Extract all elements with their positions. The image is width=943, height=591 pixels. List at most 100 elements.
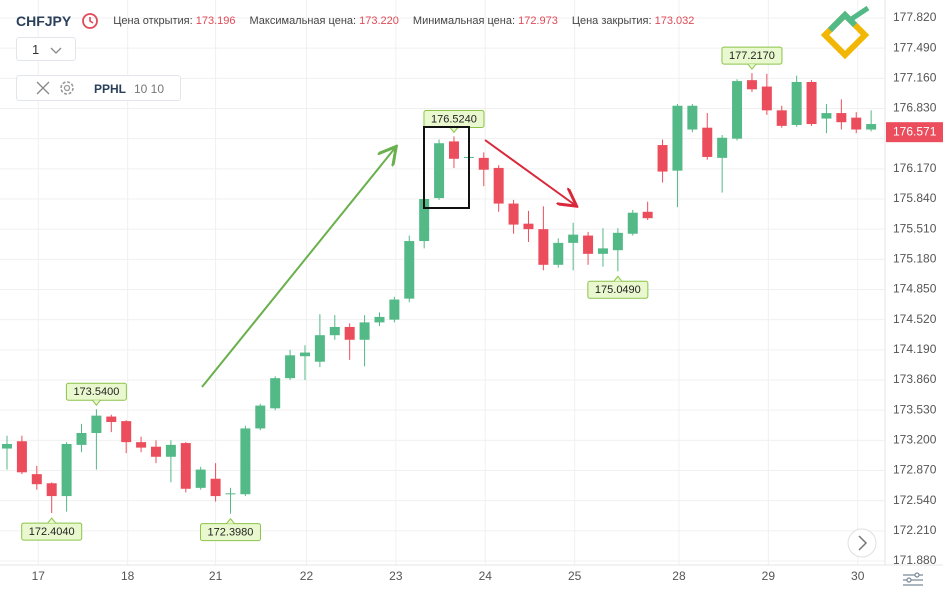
last-price-tag xyxy=(886,122,943,143)
candle-body xyxy=(225,493,236,495)
x-tick-label: 21 xyxy=(209,569,223,583)
candle-body xyxy=(344,326,355,340)
y-tick-label: 173.200 xyxy=(893,432,937,446)
candle-body xyxy=(285,355,296,379)
candle-body xyxy=(672,105,683,171)
last-price-label: 176.571 xyxy=(893,124,937,138)
y-tick-label: 177.160 xyxy=(893,71,937,85)
interval: 1 xyxy=(32,42,40,57)
candle-body xyxy=(314,335,325,362)
highlight-box xyxy=(423,126,470,209)
candle-body xyxy=(270,378,281,409)
field-value: 173.032 xyxy=(654,15,695,27)
x-tick-label: 30 xyxy=(851,569,865,583)
candle-body xyxy=(746,80,757,90)
ohlc-field: Минимальная цена: 172.973 xyxy=(413,15,558,27)
candle-body xyxy=(374,316,385,323)
candle-body xyxy=(195,469,206,488)
candle-body xyxy=(553,242,564,265)
settings-icon[interactable] xyxy=(903,572,923,586)
chevron xyxy=(50,47,62,54)
y-tick-label: 171.880 xyxy=(893,553,937,567)
candle-body xyxy=(2,443,13,449)
field-value: 173.196 xyxy=(195,15,236,27)
ohlc-field: Цена закрытия: 173.032 xyxy=(572,15,695,27)
logo xyxy=(820,5,870,60)
candle-body xyxy=(478,157,489,170)
symbol: CHFJPY xyxy=(16,13,72,29)
y-tick-label: 172.210 xyxy=(893,523,937,537)
annotation-label: 172.3980 xyxy=(208,527,254,539)
trend-arrow-down xyxy=(484,139,575,205)
candle-body xyxy=(687,105,698,130)
x-tick-label: 17 xyxy=(32,569,46,583)
clock-icon[interactable] xyxy=(81,12,99,30)
field-label: Максимальная цена: xyxy=(249,15,357,27)
ohlc-field: Максимальная цена: 173.220 xyxy=(250,15,399,27)
x-tick-label: 25 xyxy=(568,569,582,583)
annotation-label: 177.2170 xyxy=(729,50,775,62)
candle-body xyxy=(61,443,72,497)
x-tick-label: 24 xyxy=(479,569,493,583)
candle-body xyxy=(851,117,862,130)
annotation-pointer xyxy=(226,517,235,524)
y-tick-label: 177.820 xyxy=(893,10,937,24)
candle-body xyxy=(106,416,117,423)
y-tick-label: 175.510 xyxy=(893,221,937,235)
x-tick-label: 23 xyxy=(389,569,403,583)
interval-dropdown[interactable]: 1 xyxy=(16,37,76,61)
annotation-pointer xyxy=(613,275,623,282)
y-tick-label: 172.870 xyxy=(893,463,937,477)
y-tick-label: 173.530 xyxy=(893,402,937,416)
indicator-name: PPHL xyxy=(94,82,127,96)
candle-body xyxy=(776,110,787,126)
candle-body xyxy=(419,198,430,242)
y-tick-label: 177.490 xyxy=(893,40,937,54)
candle-body xyxy=(31,474,42,485)
x-tick-label: 28 xyxy=(672,569,686,583)
candle-body xyxy=(389,299,400,320)
trend-arrow-up xyxy=(201,148,395,388)
annotation-label: 173.5400 xyxy=(73,386,119,398)
y-tick-label: 173.860 xyxy=(893,372,937,386)
candle-body xyxy=(91,415,102,434)
candle-body xyxy=(299,352,310,357)
candle-body xyxy=(866,124,877,130)
annotation-label: 172.4040 xyxy=(29,526,75,538)
annotation-pointer xyxy=(92,399,101,407)
candle-body xyxy=(523,223,534,230)
annotation-pointer xyxy=(449,127,459,134)
ohlc-field: Цена открытия: 173.196 xyxy=(113,15,235,27)
candle-body xyxy=(16,441,27,473)
x-tick-label: 29 xyxy=(762,569,776,583)
y-tick-label: 175.180 xyxy=(893,251,937,265)
candle-body xyxy=(642,211,653,219)
close-icon[interactable] xyxy=(35,80,51,96)
scroll-button[interactable] xyxy=(847,528,877,558)
candle-body xyxy=(255,405,266,429)
y-tick-label: 176.830 xyxy=(893,101,937,115)
candle-body xyxy=(836,113,847,123)
candle-body xyxy=(791,81,802,125)
candle-body xyxy=(657,145,668,172)
candle-body xyxy=(240,428,251,495)
y-tick-label: 176.170 xyxy=(893,161,937,175)
y-tick-label: 172.540 xyxy=(893,493,937,507)
field-label: Цена закрытия: xyxy=(571,15,652,27)
field-value: 172.973 xyxy=(518,15,558,27)
field-label: Цена открытия: xyxy=(113,15,193,27)
candle-body xyxy=(165,444,176,457)
gear-icon[interactable] xyxy=(58,79,76,97)
y-tick-label: 175.840 xyxy=(893,191,937,205)
candle-body xyxy=(627,212,638,234)
annotation-pointer xyxy=(47,517,57,524)
candle-body xyxy=(717,137,728,158)
annotation-pointer xyxy=(747,63,757,70)
y-tick-label: 174.190 xyxy=(893,342,937,356)
candle-body xyxy=(493,167,504,204)
candle-body xyxy=(583,235,594,254)
candle-body xyxy=(329,326,340,336)
candle-body xyxy=(732,81,743,139)
annotation-label: 175.0490 xyxy=(595,284,641,296)
